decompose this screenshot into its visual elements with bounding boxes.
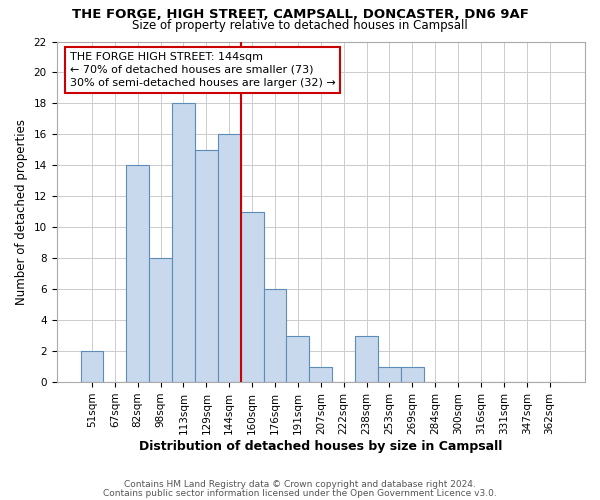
Bar xyxy=(286,336,310,382)
Bar xyxy=(149,258,172,382)
Text: THE FORGE, HIGH STREET, CAMPSALL, DONCASTER, DN6 9AF: THE FORGE, HIGH STREET, CAMPSALL, DONCAS… xyxy=(71,8,529,20)
Bar xyxy=(378,366,401,382)
Text: Contains public sector information licensed under the Open Government Licence v3: Contains public sector information licen… xyxy=(103,489,497,498)
Bar xyxy=(172,104,195,382)
X-axis label: Distribution of detached houses by size in Campsall: Distribution of detached houses by size … xyxy=(139,440,502,452)
Bar xyxy=(80,351,103,382)
Bar xyxy=(241,212,263,382)
Y-axis label: Number of detached properties: Number of detached properties xyxy=(15,119,28,305)
Bar xyxy=(355,336,378,382)
Bar xyxy=(310,366,332,382)
Bar xyxy=(218,134,241,382)
Bar xyxy=(401,366,424,382)
Bar xyxy=(195,150,218,382)
Text: THE FORGE HIGH STREET: 144sqm
← 70% of detached houses are smaller (73)
30% of s: THE FORGE HIGH STREET: 144sqm ← 70% of d… xyxy=(70,52,335,88)
Bar xyxy=(127,166,149,382)
Text: Contains HM Land Registry data © Crown copyright and database right 2024.: Contains HM Land Registry data © Crown c… xyxy=(124,480,476,489)
Text: Size of property relative to detached houses in Campsall: Size of property relative to detached ho… xyxy=(132,18,468,32)
Bar xyxy=(263,289,286,382)
